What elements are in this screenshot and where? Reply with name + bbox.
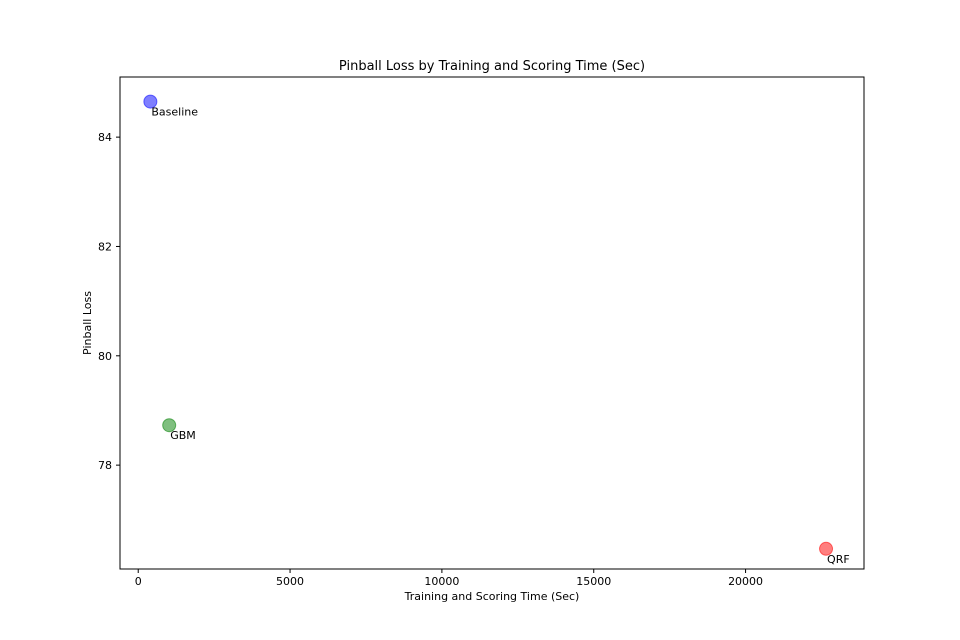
x-axis: 0 5000 10000 15000 20000 — [135, 569, 763, 588]
y-tick-label: 82 — [98, 240, 112, 253]
point-label-qrf: QRF — [827, 553, 850, 566]
chart-title: Pinball Loss by Training and Scoring Tim… — [339, 59, 645, 74]
scatter-points: Baseline GBM QRF — [143, 94, 850, 566]
x-tick-label: 5000 — [276, 575, 304, 588]
x-tick-label: 20000 — [728, 575, 763, 588]
data-point-baseline — [143, 94, 158, 109]
y-tick-label: 84 — [98, 131, 112, 144]
x-axis-title: Training and Scoring Time (Sec) — [404, 590, 580, 603]
plot-area — [119, 76, 865, 570]
y-tick-label: 80 — [98, 350, 112, 363]
x-tick-label: 10000 — [424, 575, 459, 588]
x-tick-label: 15000 — [576, 575, 611, 588]
data-point-qrf — [819, 541, 834, 556]
x-tick-label: 0 — [135, 575, 142, 588]
data-point-gbm — [162, 418, 177, 433]
y-axis: 78 80 82 84 — [98, 131, 120, 472]
point-label-baseline: Baseline — [151, 106, 198, 119]
y-axis-title: Pinball Loss — [81, 291, 94, 355]
point-label-gbm: GBM — [170, 429, 196, 442]
y-tick-label: 78 — [98, 459, 112, 472]
